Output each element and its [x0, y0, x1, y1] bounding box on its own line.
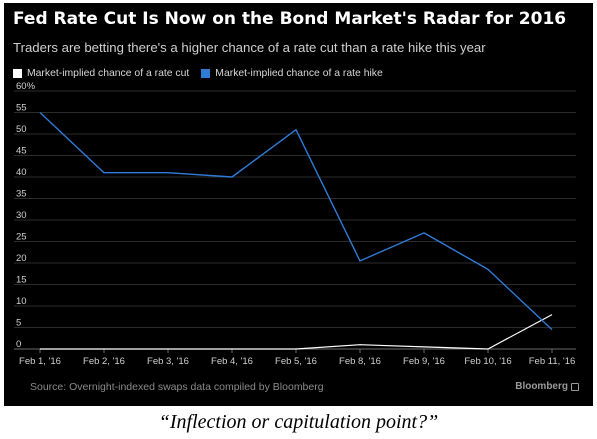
x-tick-label: Feb 3, '16: [147, 356, 189, 367]
line-chart-plot: 0 5 10 15 20 25 30 35 40 45 50 55 60% Feb 1, '16 Feb 2…: [14, 81, 576, 367]
x-tick-label: Feb 5, '16: [275, 356, 317, 367]
x-tick-label: Feb 11, '16: [529, 356, 576, 367]
y-tick-label: 40: [16, 167, 27, 178]
brand-name: Bloomberg: [515, 381, 568, 392]
y-tick-label: 20: [16, 253, 27, 264]
y-tick-label: 10: [16, 296, 27, 307]
x-tick-label: Feb 4, '16: [211, 356, 253, 367]
image-caption: “Inflection or capitulation point?”: [158, 411, 439, 433]
y-tick-label: 5: [16, 318, 21, 329]
chart-subtitle: Traders are betting there's a higher cha…: [13, 40, 486, 55]
series-lines: [39, 111, 553, 350]
y-tick-label: 15: [16, 275, 27, 286]
legend: Market-implied chance of a rate cut Mark…: [13, 65, 395, 81]
y-tick-label: 50: [16, 124, 27, 135]
legend-item-rate-hike: Market-implied chance of a rate hike: [201, 67, 383, 79]
axis-ticks: 0 5 10 15 20 25 30 35 40 45 50 55 60% Feb 1, '16 Feb 2…: [16, 81, 575, 367]
y-tick-label: 45: [16, 146, 27, 157]
x-tick-label: Feb 9, '16: [403, 356, 445, 367]
y-tick-label: 0: [16, 339, 21, 350]
y-tick-label: 35: [16, 189, 27, 200]
x-tick-label: Feb 1, '16: [19, 356, 61, 367]
x-tick-label: Feb 10, '16: [464, 356, 511, 367]
legend-item-rate-cut: Market-implied chance of a rate cut: [13, 68, 189, 79]
chart-title: Fed Rate Cut Is Now on the Bond Market's…: [13, 9, 567, 29]
y-tick-label: 25: [16, 232, 27, 243]
brand-mark-icon: [571, 382, 579, 391]
source-note: Source: Overnight-indexed swaps data com…: [30, 381, 324, 393]
brand-logo: Bloomberg: [515, 381, 579, 392]
series-line-rate-hike: [39, 111, 553, 331]
legend-label-rate-hike: Market-implied chance of a rate hike: [215, 67, 383, 79]
legend-label-rate-cut: Market-implied chance of a rate cut: [27, 67, 190, 79]
chart-panel: Fed Rate Cut Is Now on the Bond Market's…: [4, 3, 593, 406]
y-tick-label: 60%: [16, 81, 36, 92]
legend-swatch-rate-cut: [13, 68, 22, 78]
y-tick-label: 30: [16, 210, 27, 221]
x-tick-label: Feb 8, '16: [339, 356, 381, 367]
series-line-rate-cut: [40, 314, 553, 350]
y-tick-label: 55: [16, 103, 27, 114]
legend-swatch-rate-hike: [201, 68, 211, 78]
x-tick-label: Feb 2, '16: [83, 356, 125, 367]
